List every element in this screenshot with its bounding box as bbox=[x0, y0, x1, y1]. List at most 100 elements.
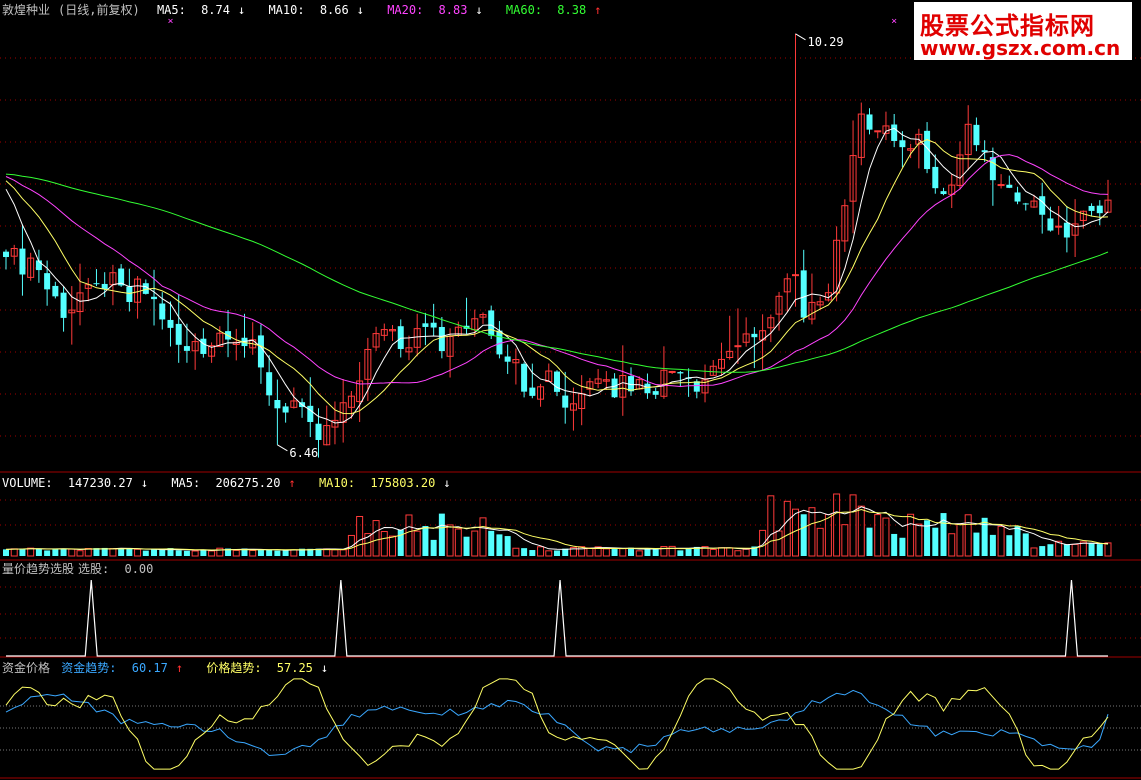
candle-body bbox=[1096, 205, 1103, 214]
volume-bar bbox=[93, 548, 100, 556]
signal-header: 量价趋势选股 选股: 0.00 bbox=[2, 562, 169, 576]
volume-bar bbox=[430, 539, 437, 556]
volume-bar bbox=[339, 549, 347, 557]
ma60-line bbox=[5, 173, 1109, 373]
volume-bar bbox=[225, 548, 232, 556]
volume-bar bbox=[545, 550, 553, 557]
candle-body bbox=[405, 347, 413, 353]
volume-bar bbox=[734, 550, 742, 557]
candle-body bbox=[101, 283, 108, 290]
volume-bar bbox=[1088, 543, 1095, 556]
candle-body bbox=[1088, 205, 1095, 211]
volume-bar bbox=[709, 548, 717, 557]
volume-bar bbox=[529, 550, 536, 556]
volume-bar bbox=[685, 548, 692, 556]
candle-body bbox=[866, 114, 873, 130]
candle-body bbox=[783, 278, 791, 293]
volume-bar bbox=[118, 548, 125, 556]
volume-bar bbox=[907, 513, 915, 557]
signal-readout: 选股: 0.00 bbox=[78, 562, 154, 576]
candle-body bbox=[997, 184, 1005, 187]
volume-bar bbox=[701, 546, 709, 557]
volume-bar bbox=[101, 547, 108, 556]
volume-bar bbox=[677, 550, 684, 556]
volume-bar bbox=[10, 548, 18, 557]
flow-header: 资金价格 资金趋势: 60.17 ↑ 价格趋势: 57.25 ↓ bbox=[2, 661, 344, 675]
candle-body bbox=[701, 379, 709, 394]
volume-bar bbox=[1047, 544, 1054, 556]
candle-body bbox=[956, 154, 964, 186]
candle-body bbox=[537, 386, 545, 400]
volume-bar bbox=[1014, 526, 1021, 556]
volume-readout: VOLUME: 147230.27 ↓ bbox=[2, 476, 149, 490]
volume-bar bbox=[1039, 546, 1046, 556]
volume-bar bbox=[183, 550, 190, 556]
candle-body bbox=[27, 257, 35, 278]
volume-bar bbox=[973, 532, 980, 556]
candle-body bbox=[331, 419, 339, 428]
candle-body bbox=[529, 387, 536, 396]
volume-bar bbox=[644, 548, 651, 556]
volume-bar bbox=[249, 549, 257, 557]
candle-body bbox=[93, 283, 100, 285]
volume-bar bbox=[389, 535, 397, 557]
candle-body bbox=[290, 400, 298, 408]
volume-bar bbox=[628, 547, 635, 556]
candle-body bbox=[841, 205, 849, 242]
volume-bar bbox=[331, 549, 339, 557]
candle-body bbox=[751, 333, 758, 338]
candle-body bbox=[208, 345, 216, 357]
volume-ma10-line bbox=[5, 508, 1109, 551]
volume-bar bbox=[257, 549, 264, 556]
candle-body bbox=[118, 268, 125, 286]
candle-body bbox=[488, 310, 495, 336]
candle-body bbox=[76, 292, 84, 313]
candle-body bbox=[200, 338, 207, 354]
candle-body bbox=[323, 425, 331, 446]
candle-body bbox=[315, 423, 322, 440]
fund-trend-readout: 资金趋势: 60.17 ↑ bbox=[61, 661, 184, 675]
volume-bar bbox=[356, 515, 364, 557]
candle-body bbox=[726, 350, 734, 358]
candle-body bbox=[274, 400, 281, 409]
candle-body bbox=[791, 274, 799, 277]
volume-bar bbox=[964, 514, 972, 557]
candle-body bbox=[512, 358, 520, 364]
volume-bar bbox=[816, 527, 824, 557]
candle-body bbox=[372, 333, 380, 348]
candle-body bbox=[940, 191, 947, 195]
candle-body bbox=[611, 378, 618, 398]
volume-bar bbox=[1055, 540, 1063, 557]
candle-body bbox=[1063, 222, 1070, 238]
volume-bar bbox=[438, 513, 445, 556]
candle-body bbox=[175, 323, 182, 345]
candle-body bbox=[981, 150, 988, 153]
volume-ma10-readout: MA10: 175803.20 ↓ bbox=[318, 476, 451, 490]
volume-bar bbox=[76, 550, 84, 557]
volume-bar bbox=[611, 549, 618, 556]
candle-body bbox=[479, 314, 487, 318]
candle-body bbox=[742, 333, 750, 343]
candle-body bbox=[808, 301, 816, 320]
volume-bar bbox=[874, 514, 882, 557]
volume-bar bbox=[956, 523, 964, 557]
volume-bar bbox=[569, 547, 577, 557]
ma5-line bbox=[5, 127, 1109, 424]
candle-body bbox=[932, 166, 939, 189]
price-trend-readout: 价格趋势: 57.25 ↓ bbox=[206, 661, 329, 675]
volume-bar bbox=[660, 546, 668, 557]
volume-bar bbox=[512, 547, 520, 557]
volume-bar bbox=[948, 533, 956, 557]
volume-bar bbox=[126, 548, 133, 556]
candle-body bbox=[364, 348, 372, 380]
volume-bar bbox=[142, 550, 149, 556]
volume-bar bbox=[924, 520, 931, 556]
volume-bar bbox=[981, 517, 988, 556]
volume-bar bbox=[882, 517, 890, 557]
volume-bar bbox=[422, 526, 429, 556]
flow-name: 资金价格 bbox=[2, 661, 51, 675]
volume-bar bbox=[751, 546, 758, 556]
stock-name: 敦煌种业 (日线,前复权) bbox=[2, 3, 140, 17]
candle-body bbox=[380, 329, 388, 336]
